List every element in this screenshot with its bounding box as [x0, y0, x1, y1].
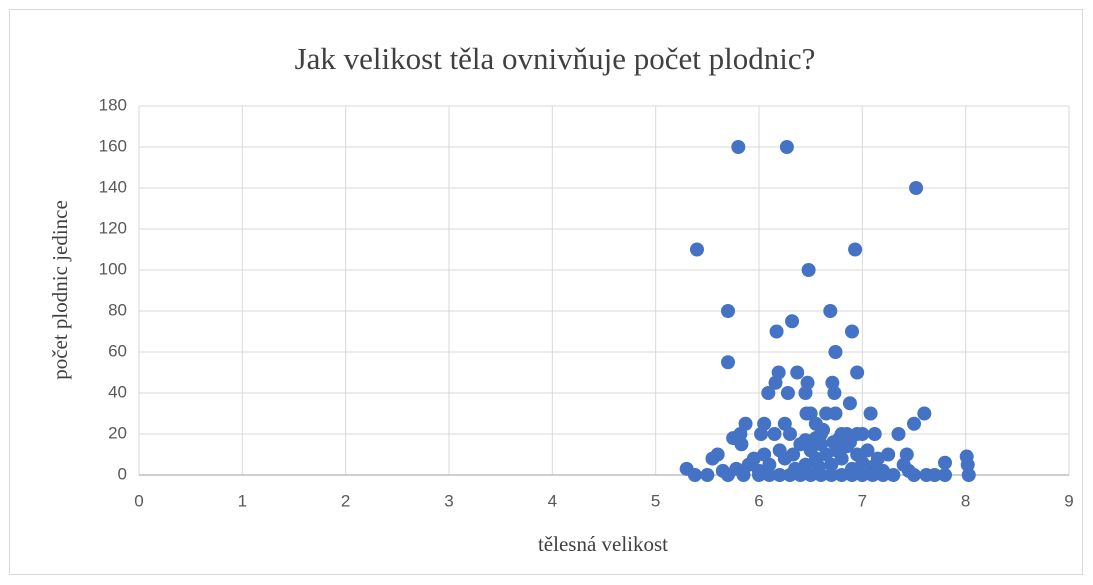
point	[860, 443, 875, 458]
point	[845, 468, 859, 482]
point	[788, 461, 803, 476]
point	[938, 455, 952, 470]
point	[828, 345, 843, 359]
point	[960, 457, 975, 472]
point	[769, 324, 784, 339]
point	[785, 314, 800, 329]
point	[824, 468, 839, 482]
point	[690, 242, 704, 257]
x-tick-label: 9	[1064, 491, 1073, 510]
point	[733, 427, 748, 441]
point	[842, 435, 857, 450]
point	[687, 468, 702, 482]
x-tick-label: 0	[134, 491, 143, 510]
point	[721, 355, 735, 370]
point	[811, 459, 826, 474]
point	[786, 447, 801, 462]
point	[842, 396, 857, 411]
y-tick-label: 40	[108, 382, 127, 401]
x-tick-label: 4	[548, 491, 557, 510]
y-tick-label: 60	[108, 341, 127, 360]
point	[855, 468, 870, 482]
point	[710, 447, 725, 462]
x-tick-label: 3	[444, 491, 453, 510]
chart-frame	[9, 9, 1083, 575]
point	[961, 468, 976, 482]
point	[801, 263, 816, 277]
point	[762, 468, 777, 482]
y-tick-label: 160	[99, 136, 127, 155]
point	[919, 468, 934, 482]
point	[876, 468, 890, 482]
point	[863, 406, 878, 421]
point	[816, 422, 831, 437]
y-tick-label: 20	[108, 423, 127, 442]
point	[834, 468, 849, 482]
point	[907, 416, 921, 431]
point	[767, 427, 782, 441]
x-tick-label: 8	[961, 491, 970, 510]
y-tick-label: 100	[99, 259, 127, 278]
point	[752, 468, 766, 482]
point	[867, 427, 882, 441]
point	[731, 140, 746, 154]
point	[779, 140, 794, 154]
y-tick-label: 120	[99, 218, 127, 237]
point	[855, 427, 870, 441]
point	[783, 427, 797, 441]
point	[734, 437, 749, 452]
point	[828, 406, 843, 421]
point	[736, 468, 751, 482]
point	[865, 468, 880, 482]
point	[700, 468, 715, 482]
point	[827, 386, 842, 400]
point	[848, 242, 863, 257]
point	[899, 447, 914, 462]
point	[834, 451, 849, 466]
point	[824, 457, 839, 472]
point	[761, 386, 776, 400]
x-tick-label: 5	[651, 491, 660, 510]
y-axis-label: počet plodnic jedince	[48, 200, 72, 380]
y-tick-label: 180	[99, 95, 127, 114]
point	[845, 324, 859, 339]
x-tick-label: 7	[858, 491, 867, 510]
chart-title: Jak velikost těla ovnivňuje počet plodni…	[295, 41, 816, 76]
point	[721, 304, 735, 318]
point	[886, 468, 901, 482]
point	[754, 427, 769, 441]
point	[780, 386, 795, 400]
point	[772, 468, 787, 482]
point	[881, 447, 896, 462]
point	[798, 433, 813, 448]
point	[909, 181, 924, 195]
point	[917, 406, 932, 421]
point	[768, 375, 783, 390]
x-tick-label: 6	[754, 491, 763, 510]
point	[907, 468, 921, 482]
point	[938, 468, 952, 482]
point	[798, 386, 813, 400]
y-tick-label: 80	[108, 300, 127, 319]
point	[790, 365, 805, 380]
point	[823, 304, 838, 318]
point	[891, 427, 906, 441]
x-tick-label: 2	[341, 491, 350, 510]
point	[762, 457, 777, 472]
point	[850, 365, 865, 380]
x-axis-label: tělesná velikost	[538, 532, 668, 556]
y-tick-label: 0	[118, 464, 127, 483]
y-tick-label: 140	[99, 177, 127, 196]
x-tick-label: 1	[238, 491, 247, 510]
